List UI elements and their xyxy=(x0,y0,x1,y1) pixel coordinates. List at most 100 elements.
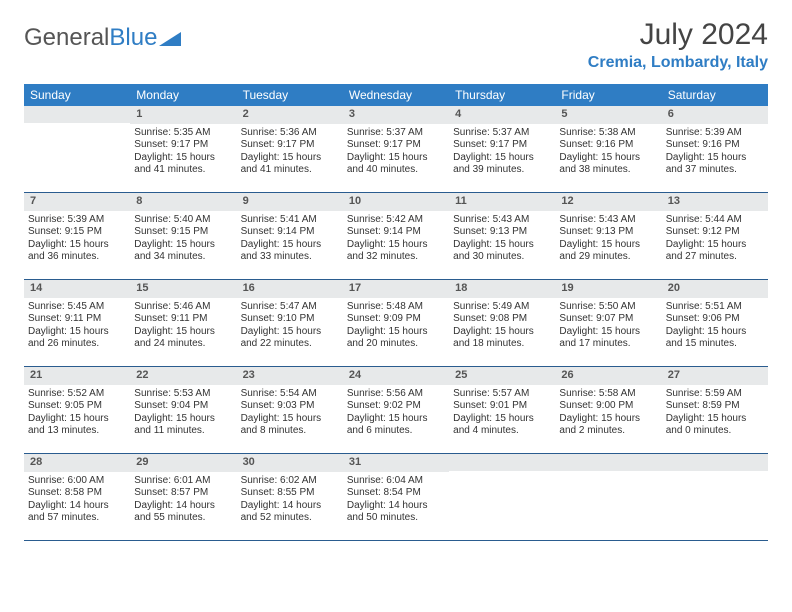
sunset-text: Sunset: 9:14 PM xyxy=(347,226,445,239)
day-cell: 4Sunrise: 5:37 AMSunset: 9:17 PMDaylight… xyxy=(449,106,555,192)
sunset-text: Sunset: 9:09 PM xyxy=(347,313,445,326)
day-number: 21 xyxy=(24,367,130,385)
day-number: 7 xyxy=(24,193,130,211)
daylight-text: and 11 minutes. xyxy=(134,425,232,438)
daylight-text: Daylight: 14 hours xyxy=(347,500,445,513)
daylight-text: and 24 minutes. xyxy=(134,338,232,351)
day-number: 8 xyxy=(130,193,236,211)
sunset-text: Sunset: 9:16 PM xyxy=(666,139,764,152)
daylight-text: Daylight: 15 hours xyxy=(453,326,551,339)
daylight-text: and 4 minutes. xyxy=(453,425,551,438)
daylight-text: Daylight: 14 hours xyxy=(134,500,232,513)
daylight-text: Daylight: 15 hours xyxy=(241,326,339,339)
sunrise-text: Sunrise: 5:47 AM xyxy=(241,301,339,314)
day-cell: 30Sunrise: 6:02 AMSunset: 8:55 PMDayligh… xyxy=(237,454,343,540)
day-number: 12 xyxy=(555,193,661,211)
day-number: 24 xyxy=(343,367,449,385)
dow-sunday: Sunday xyxy=(24,84,130,106)
sunrise-text: Sunrise: 5:52 AM xyxy=(28,388,126,401)
daylight-text: Daylight: 15 hours xyxy=(28,239,126,252)
daylight-text: Daylight: 15 hours xyxy=(347,152,445,165)
week-row: 28Sunrise: 6:00 AMSunset: 8:58 PMDayligh… xyxy=(24,454,768,541)
sunset-text: Sunset: 9:00 PM xyxy=(559,400,657,413)
day-number: 15 xyxy=(130,280,236,298)
week-row: 7Sunrise: 5:39 AMSunset: 9:15 PMDaylight… xyxy=(24,193,768,280)
sunrise-text: Sunrise: 6:02 AM xyxy=(241,475,339,488)
daylight-text: Daylight: 15 hours xyxy=(134,413,232,426)
dow-tuesday: Tuesday xyxy=(237,84,343,106)
title-block: July 2024 Cremia, Lombardy, Italy xyxy=(588,18,768,72)
sunset-text: Sunset: 9:17 PM xyxy=(241,139,339,152)
day-number: 5 xyxy=(555,106,661,124)
daylight-text: Daylight: 15 hours xyxy=(666,152,764,165)
daylight-text: Daylight: 15 hours xyxy=(559,239,657,252)
daylight-text: Daylight: 15 hours xyxy=(666,326,764,339)
sunrise-text: Sunrise: 5:44 AM xyxy=(666,214,764,227)
sunrise-text: Sunrise: 5:58 AM xyxy=(559,388,657,401)
day-number: 19 xyxy=(555,280,661,298)
sunset-text: Sunset: 8:57 PM xyxy=(134,487,232,500)
sunset-text: Sunset: 9:17 PM xyxy=(453,139,551,152)
brand-triangle-icon xyxy=(159,30,181,46)
daylight-text: Daylight: 15 hours xyxy=(453,152,551,165)
sunset-text: Sunset: 9:14 PM xyxy=(241,226,339,239)
sunset-text: Sunset: 9:07 PM xyxy=(559,313,657,326)
sunset-text: Sunset: 8:59 PM xyxy=(666,400,764,413)
day-number: 17 xyxy=(343,280,449,298)
day-number: 27 xyxy=(662,367,768,385)
day-cell: 3Sunrise: 5:37 AMSunset: 9:17 PMDaylight… xyxy=(343,106,449,192)
daylight-text: and 26 minutes. xyxy=(28,338,126,351)
day-number xyxy=(555,454,661,471)
sunrise-text: Sunrise: 5:45 AM xyxy=(28,301,126,314)
day-cell: 16Sunrise: 5:47 AMSunset: 9:10 PMDayligh… xyxy=(237,280,343,366)
header: GeneralBlue July 2024 Cremia, Lombardy, … xyxy=(24,18,768,72)
sunrise-text: Sunrise: 5:57 AM xyxy=(453,388,551,401)
day-cell: 1Sunrise: 5:35 AMSunset: 9:17 PMDaylight… xyxy=(130,106,236,192)
day-cell: 13Sunrise: 5:44 AMSunset: 9:12 PMDayligh… xyxy=(662,193,768,279)
sunrise-text: Sunrise: 5:41 AM xyxy=(241,214,339,227)
day-cell: 27Sunrise: 5:59 AMSunset: 8:59 PMDayligh… xyxy=(662,367,768,453)
brand-part1: General xyxy=(24,24,109,52)
daylight-text: and 20 minutes. xyxy=(347,338,445,351)
daylight-text: and 57 minutes. xyxy=(28,512,126,525)
dow-wednesday: Wednesday xyxy=(343,84,449,106)
day-cell xyxy=(24,106,130,192)
sunrise-text: Sunrise: 5:56 AM xyxy=(347,388,445,401)
day-cell: 25Sunrise: 5:57 AMSunset: 9:01 PMDayligh… xyxy=(449,367,555,453)
brand-logo: GeneralBlue xyxy=(24,18,181,52)
sunrise-text: Sunrise: 5:35 AM xyxy=(134,127,232,140)
daylight-text: Daylight: 15 hours xyxy=(559,326,657,339)
daylight-text: Daylight: 15 hours xyxy=(241,413,339,426)
daylight-text: Daylight: 15 hours xyxy=(241,152,339,165)
daylight-text: and 52 minutes. xyxy=(241,512,339,525)
daylight-text: and 33 minutes. xyxy=(241,251,339,264)
day-cell: 6Sunrise: 5:39 AMSunset: 9:16 PMDaylight… xyxy=(662,106,768,192)
month-year-title: July 2024 xyxy=(588,18,768,52)
daylight-text: Daylight: 15 hours xyxy=(134,326,232,339)
sunset-text: Sunset: 9:11 PM xyxy=(28,313,126,326)
sunset-text: Sunset: 9:11 PM xyxy=(134,313,232,326)
dow-monday: Monday xyxy=(130,84,236,106)
daylight-text: and 18 minutes. xyxy=(453,338,551,351)
dow-friday: Friday xyxy=(555,84,661,106)
day-number xyxy=(449,454,555,471)
day-number: 26 xyxy=(555,367,661,385)
sunrise-text: Sunrise: 5:59 AM xyxy=(666,388,764,401)
sunrise-text: Sunrise: 5:43 AM xyxy=(453,214,551,227)
daylight-text: Daylight: 15 hours xyxy=(241,239,339,252)
sunset-text: Sunset: 9:05 PM xyxy=(28,400,126,413)
day-cell: 19Sunrise: 5:50 AMSunset: 9:07 PMDayligh… xyxy=(555,280,661,366)
dow-saturday: Saturday xyxy=(662,84,768,106)
day-number: 23 xyxy=(237,367,343,385)
daylight-text: and 55 minutes. xyxy=(134,512,232,525)
day-number: 22 xyxy=(130,367,236,385)
day-number: 3 xyxy=(343,106,449,124)
daylight-text: Daylight: 15 hours xyxy=(559,152,657,165)
sunset-text: Sunset: 9:04 PM xyxy=(134,400,232,413)
day-number xyxy=(662,454,768,471)
daylight-text: Daylight: 15 hours xyxy=(347,239,445,252)
sunrise-text: Sunrise: 5:37 AM xyxy=(453,127,551,140)
daylight-text: and 6 minutes. xyxy=(347,425,445,438)
day-number: 18 xyxy=(449,280,555,298)
dow-thursday: Thursday xyxy=(449,84,555,106)
